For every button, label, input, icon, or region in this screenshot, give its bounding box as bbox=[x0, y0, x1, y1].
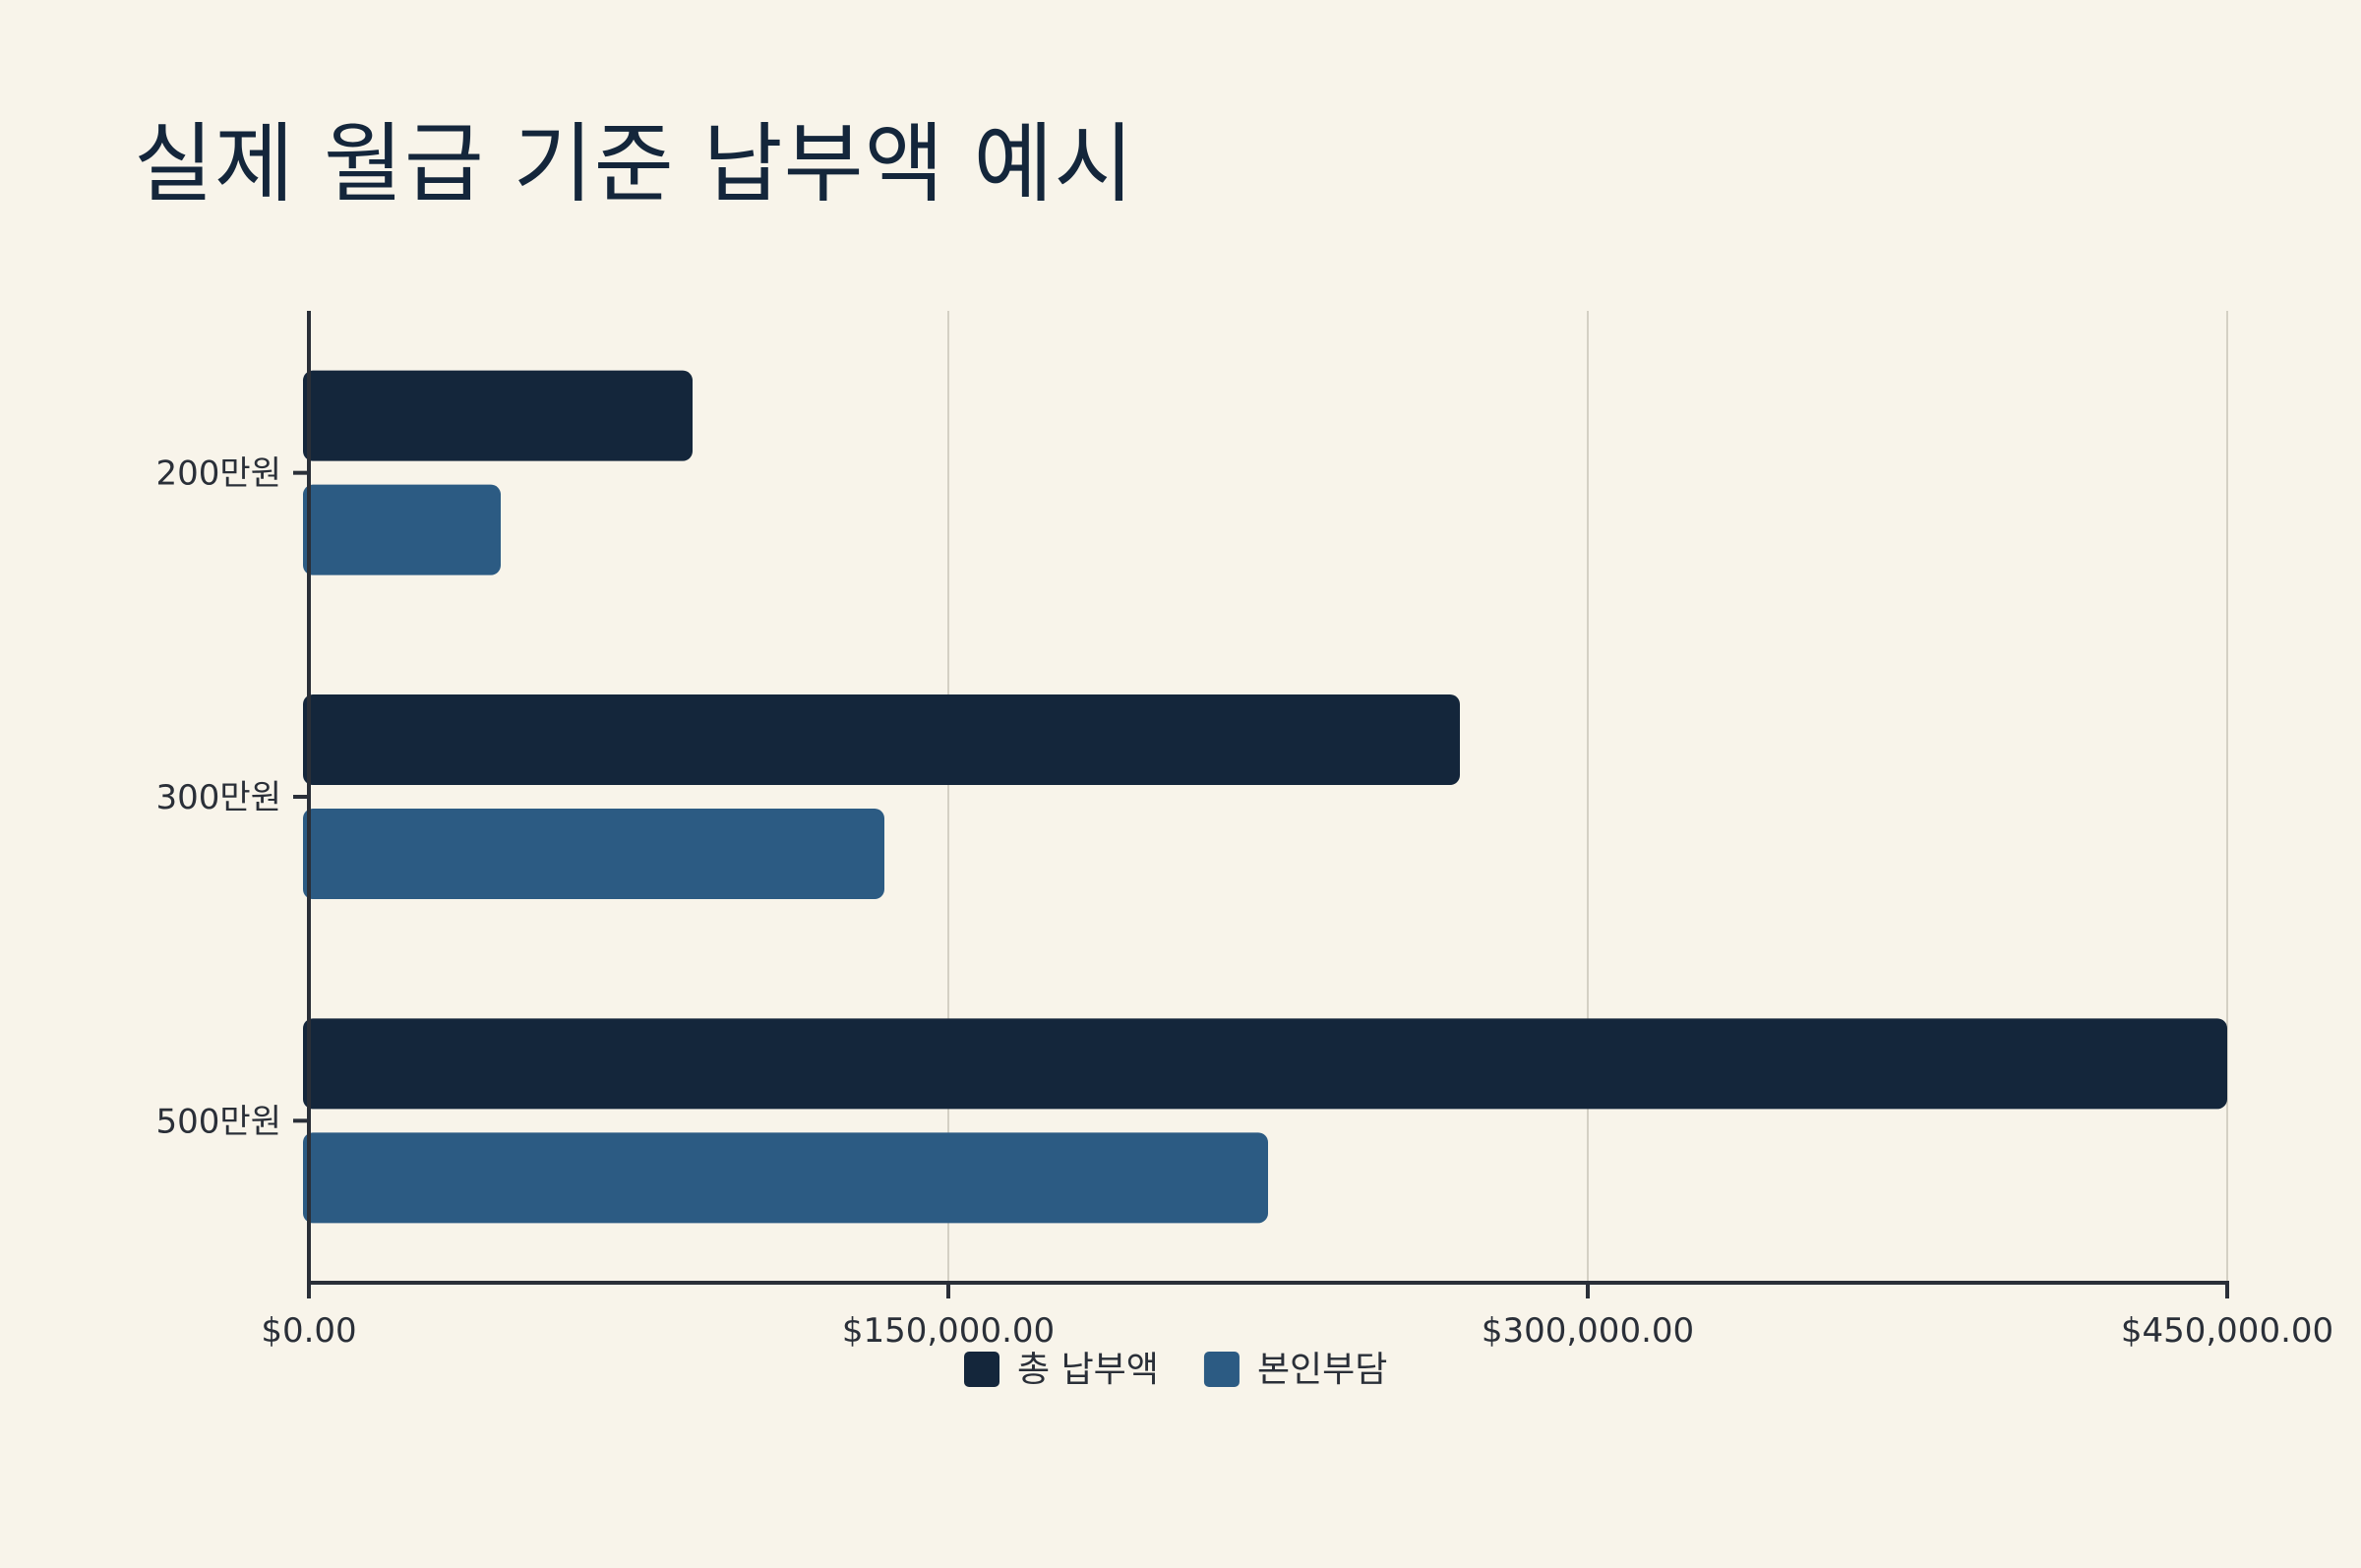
bar-personal-3 bbox=[303, 1132, 1268, 1224]
grid-lines bbox=[947, 311, 2228, 1283]
chart-title: 실제 월급 기준 납부액 예시 bbox=[134, 113, 1135, 214]
y-tick-label: 500만원 bbox=[156, 1102, 281, 1141]
bars bbox=[303, 370, 2227, 1224]
x-tick-label: $450,000.00 bbox=[2121, 1311, 2333, 1351]
legend-label: 총 납부액 bbox=[1017, 1350, 1159, 1390]
y-tick-label: 300만원 bbox=[156, 778, 281, 817]
legend-swatch bbox=[964, 1352, 999, 1387]
bar-personal-1 bbox=[303, 484, 501, 575]
legend-swatch bbox=[1203, 1352, 1240, 1387]
x-tick-label: $300,000.00 bbox=[1482, 1311, 1694, 1351]
axes: $0.00 $150,000.00 $300,000.00 $450,000.00 20… bbox=[156, 311, 2333, 1351]
legend: 총 납부액 본인부담 bbox=[964, 1350, 1387, 1390]
legend-label: 본인부담 bbox=[1257, 1350, 1387, 1390]
y-tick-label: 200만원 bbox=[156, 454, 281, 494]
x-tick-label: $0.00 bbox=[261, 1311, 356, 1351]
bar-personal-2 bbox=[303, 809, 884, 899]
x-tick-label: $150,000.00 bbox=[842, 1311, 1055, 1351]
bar-total-1 bbox=[303, 370, 693, 461]
bar-total-2 bbox=[303, 694, 1460, 785]
bar-total-3 bbox=[303, 1018, 2227, 1110]
